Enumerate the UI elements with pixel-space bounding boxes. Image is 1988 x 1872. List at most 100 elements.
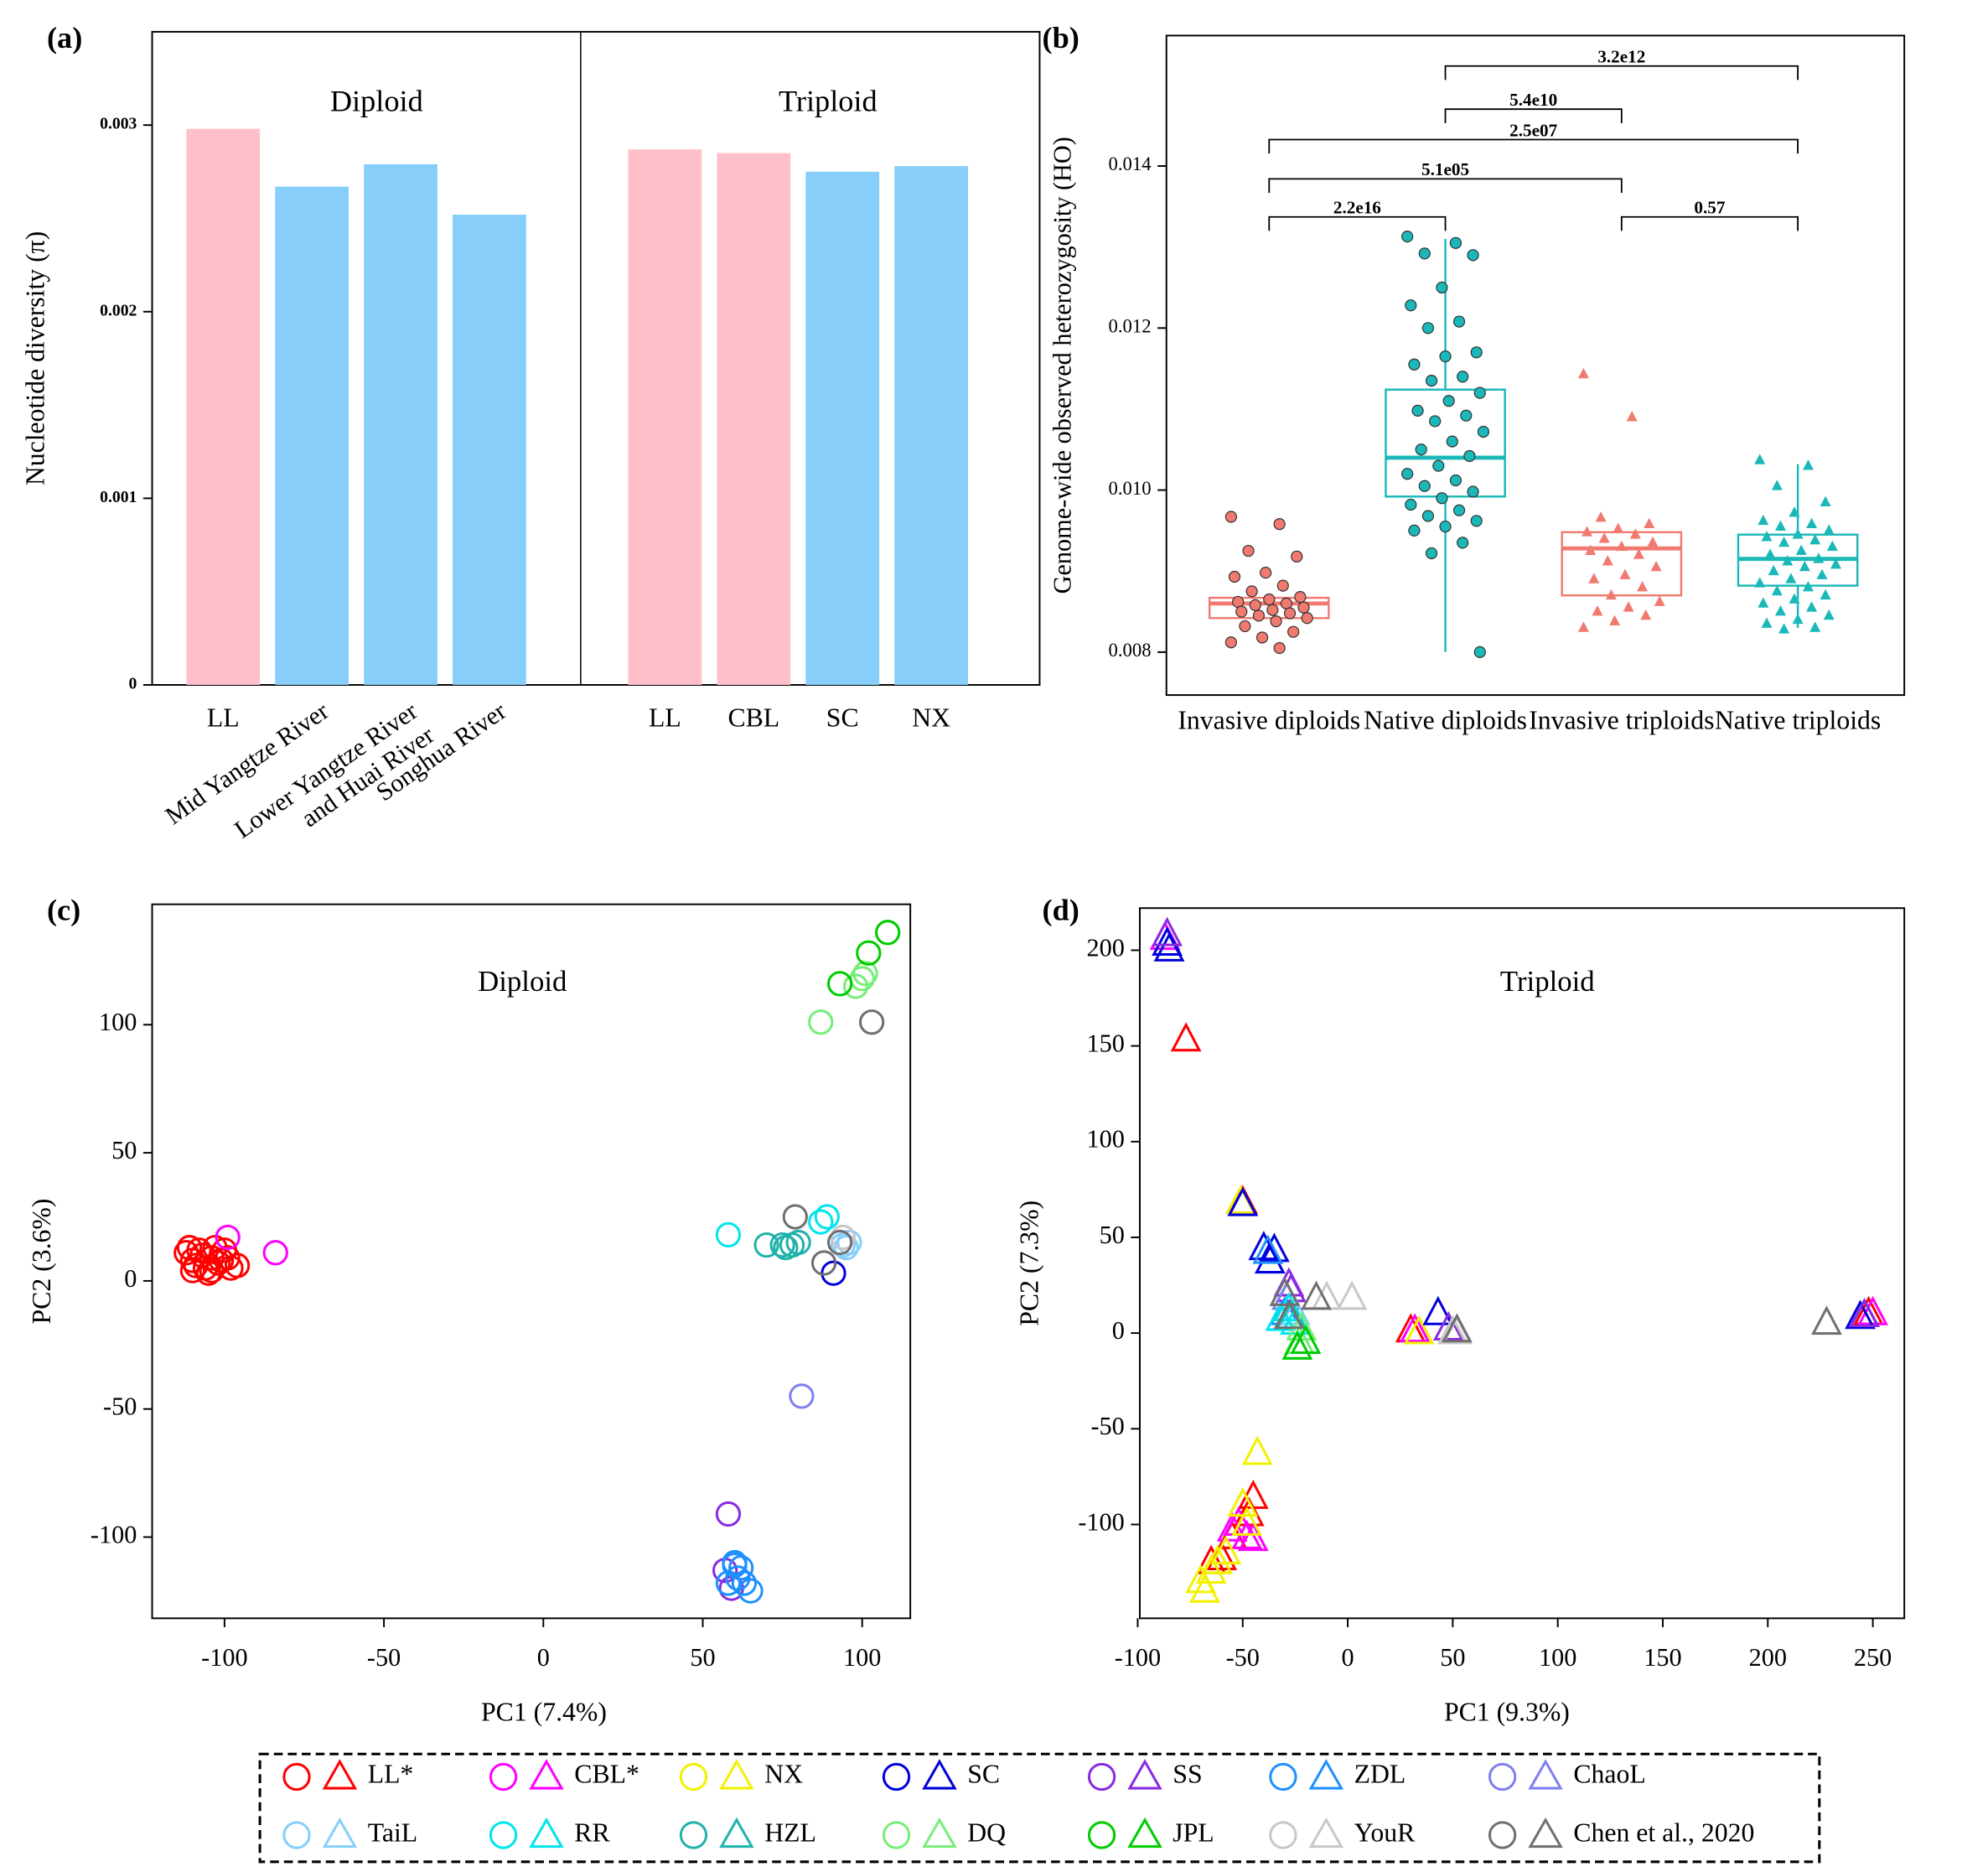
x-tick-label: LL	[207, 703, 240, 733]
circle-marker	[1463, 449, 1476, 463]
legend-triangle	[719, 1817, 754, 1849]
bar	[717, 153, 791, 685]
triangle-marker	[1281, 1330, 1313, 1360]
triangle-marker	[1792, 613, 1804, 625]
circle-marker	[810, 1250, 837, 1276]
circle-marker	[782, 1204, 808, 1230]
annotation: Diploid	[478, 965, 567, 998]
circle-marker	[1263, 593, 1276, 606]
circle-marker	[856, 940, 882, 966]
triangle-marker	[1809, 534, 1821, 545]
legend-triangle	[529, 1759, 564, 1790]
x-tick-label: -50	[367, 1643, 401, 1672]
triangle-marker	[1816, 568, 1828, 579]
y-tick-label: 0.010	[1109, 478, 1152, 499]
triangle-marker	[1185, 1563, 1217, 1594]
triangle-marker	[1789, 593, 1800, 604]
triangle-marker	[1613, 522, 1624, 533]
y-tick-label: 0.008	[1109, 640, 1152, 661]
circle-marker	[753, 1232, 779, 1258]
bar	[453, 215, 526, 685]
significance-bracket	[1620, 215, 1799, 231]
bar	[805, 171, 880, 685]
x-tick-label: Invasive diploids	[1178, 706, 1360, 735]
circle-marker	[1405, 498, 1417, 511]
bar	[186, 128, 261, 685]
legend-triangle	[322, 1817, 358, 1849]
circle-marker	[1255, 631, 1269, 644]
circle-marker	[1470, 346, 1483, 359]
legend-label: ZDL	[1354, 1760, 1406, 1789]
legend-triangle	[1308, 1817, 1344, 1849]
circle-marker	[808, 1209, 834, 1235]
circle-marker	[1460, 409, 1473, 422]
triangle-marker	[1585, 544, 1597, 555]
circle-marker	[176, 1235, 203, 1261]
triangle-marker	[1195, 1554, 1227, 1584]
legend-circle	[1269, 1762, 1297, 1792]
x-tick-label: LL	[649, 703, 681, 733]
circle-marker	[1457, 537, 1469, 549]
triangle-marker	[1768, 564, 1779, 576]
triangle-marker	[1809, 621, 1821, 632]
y-tick-label: 0	[1112, 1316, 1125, 1345]
legend-circle	[679, 1821, 708, 1849]
triangle-marker	[1152, 916, 1183, 946]
triangle-marker	[1654, 595, 1665, 606]
y-tick-label: -50	[103, 1392, 137, 1421]
circle-marker	[1452, 315, 1466, 328]
circle-marker	[1452, 504, 1466, 516]
y-tick-label: 100	[1086, 1125, 1124, 1154]
plot-frame	[1138, 907, 1906, 1620]
circle-marker	[1473, 386, 1486, 399]
legend-triangle	[529, 1817, 564, 1849]
x-tick-label: 150	[1644, 1643, 1681, 1672]
y-tick-label: 0	[124, 1264, 137, 1293]
circle-marker	[1408, 524, 1421, 537]
circle-marker	[1228, 570, 1241, 583]
circle-marker	[1467, 249, 1479, 262]
circle-marker	[1421, 510, 1435, 522]
triangle-marker	[1774, 605, 1786, 616]
triangle-marker	[1754, 577, 1766, 588]
triangle-marker	[1758, 597, 1769, 608]
circle-marker	[1418, 480, 1431, 492]
significance-bracket	[1444, 108, 1623, 123]
circle-marker	[836, 1229, 862, 1256]
circle-marker	[769, 1232, 795, 1258]
circle-marker	[1249, 599, 1261, 611]
circle-marker	[1421, 322, 1435, 334]
triangle-marker	[1588, 573, 1600, 583]
circle-marker	[1439, 520, 1452, 533]
triangle-marker	[1811, 1305, 1842, 1335]
y-tick-label: 100	[99, 1008, 137, 1036]
triangle-marker	[1336, 1280, 1368, 1310]
triangle-marker	[1778, 536, 1790, 547]
y-tick-label: 0	[129, 674, 137, 692]
circle-marker	[715, 1501, 742, 1527]
triangle-marker	[1849, 1298, 1880, 1328]
circle-marker	[830, 1224, 857, 1251]
triangle-marker	[1577, 367, 1589, 379]
panel-label: (c)	[47, 894, 80, 927]
legend-triangle	[1528, 1817, 1563, 1849]
legend-triangle	[1127, 1817, 1162, 1849]
legend-label: LL*	[368, 1760, 414, 1789]
x-tick-label: 250	[1854, 1643, 1892, 1672]
triangle-marker	[1237, 1522, 1269, 1552]
triangle-marker	[1258, 1232, 1290, 1263]
triangle-marker	[1802, 459, 1814, 470]
legend-triangle	[719, 1759, 754, 1790]
triangle-marker	[1830, 558, 1841, 569]
triangle-marker	[1826, 540, 1838, 552]
panel-label: (d)	[1042, 894, 1079, 927]
circle-marker	[1301, 612, 1313, 625]
significance-label: 0.57	[1694, 198, 1725, 218]
x-axis-label: PC1 (7.4%)	[481, 1698, 607, 1727]
legend-circle	[679, 1762, 708, 1792]
plot-frame	[1165, 34, 1906, 697]
legend-circle	[489, 1821, 518, 1849]
triangle-marker	[1189, 1573, 1221, 1603]
triangle-marker	[1170, 1022, 1202, 1052]
triangle-marker	[1254, 1244, 1286, 1274]
